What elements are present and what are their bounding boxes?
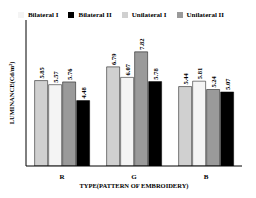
svg-text:R: R	[59, 173, 65, 181]
html-text:Unilateral II: Unilateral II	[186, 11, 225, 19]
svg-text:6.79: 6.79	[110, 53, 117, 65]
svg-text:5.07: 5.07	[224, 78, 231, 90]
svg-text:LUMINANCE(Cd/m²): LUMINANCE(Cd/m²)	[8, 62, 16, 125]
svg-text:B: B	[204, 173, 209, 181]
svg-text:TYPE(PATTERN OF EMBROIDERY): TYPE(PATTERN OF EMBROIDERY)	[79, 182, 188, 190]
svg-text:5.76: 5.76	[66, 68, 73, 80]
svg-text:5.81: 5.81	[196, 68, 203, 79]
svg-text:5.85: 5.85	[38, 66, 45, 78]
svg-text:5.44: 5.44	[182, 72, 189, 84]
html-text:Bilateral II: Bilateral II	[78, 11, 112, 19]
svg-text:6.07: 6.07	[124, 63, 131, 75]
svg-text:5.78: 5.78	[152, 67, 159, 79]
svg-text:5.57: 5.57	[52, 71, 59, 83]
svg-text:7.82: 7.82	[138, 38, 145, 49]
html-text:Unilateral I: Unilateral I	[131, 11, 167, 19]
svg-text:5.24: 5.24	[210, 75, 217, 87]
svg-text:G: G	[131, 173, 137, 181]
html-text:Bilateral I: Bilateral I	[27, 11, 59, 19]
svg-text:4.48: 4.48	[80, 86, 87, 98]
